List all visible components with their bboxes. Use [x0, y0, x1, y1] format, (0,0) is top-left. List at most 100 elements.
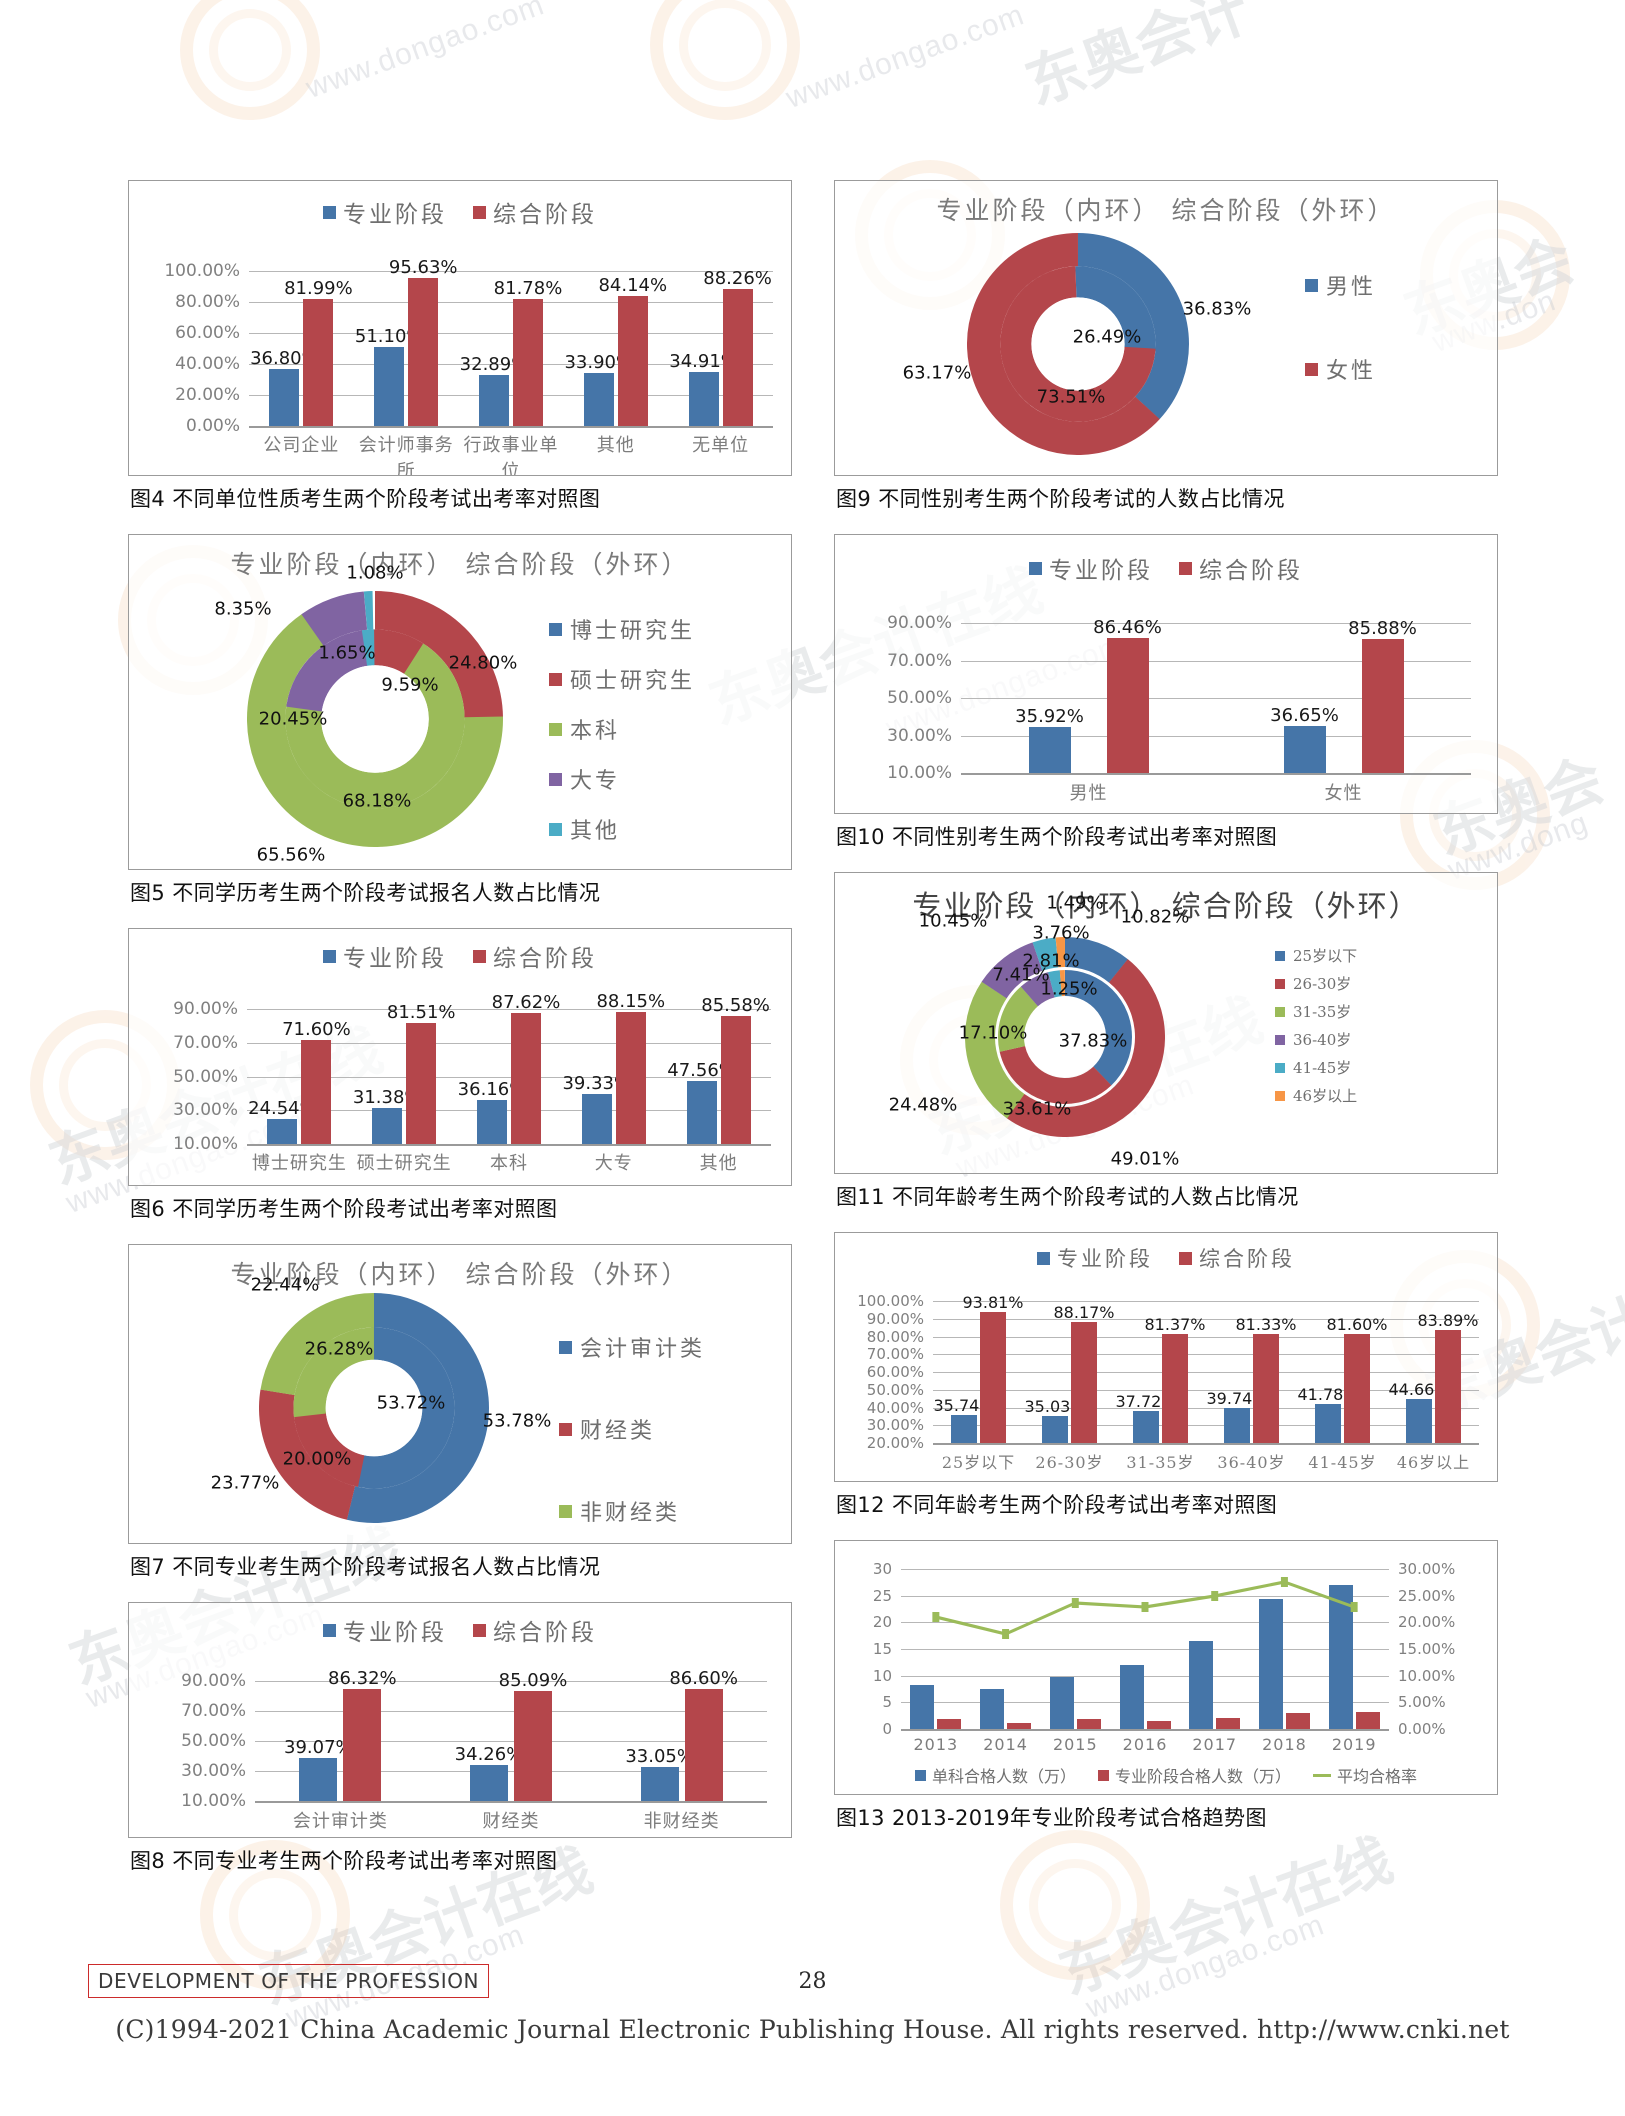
- donut-label: 36.83%: [1182, 298, 1252, 320]
- fig5-caption: 图5 不同学历考生两个阶段考试报名人数占比情况: [130, 881, 601, 905]
- donut-label: 23.77%: [210, 1472, 280, 1494]
- donut-label: 24.48%: [888, 1094, 958, 1116]
- donut-label: 26.28%: [304, 1338, 374, 1360]
- donut-label: 2.81%: [1022, 950, 1080, 972]
- fig5-legend: 博士研究生 硕士研究生 本科 大专 其他: [549, 613, 695, 845]
- fig9-chart: 专业阶段（内环） 综合阶段（外环） 36.83%: [834, 180, 1498, 476]
- fig4-caption: 图4 不同单位性质考生两个阶段考试出考率对照图: [130, 487, 601, 511]
- donut-label: 49.01%: [1110, 1148, 1180, 1170]
- donut-label: 73.51%: [1036, 386, 1106, 408]
- fig12-chart: 专业阶段 综合阶段 100.00% 90.00% 80.00% 70.00% 6…: [834, 1232, 1498, 1482]
- fig11-caption: 图11 不同年龄考生两个阶段考试的人数占比情况: [836, 1185, 1299, 1209]
- donut-label: 9.59%: [381, 674, 439, 696]
- fig8-chart: 专业阶段 综合阶段 90.00% 70.00% 50.00% 30.00% 10…: [128, 1602, 792, 1838]
- fig10-caption: 图10 不同性别考生两个阶段考试出考率对照图: [836, 825, 1278, 849]
- fig7-title: 专业阶段（内环） 综合阶段（外环）: [230, 1260, 690, 1289]
- fig9-donut-svg: [967, 233, 1189, 455]
- fig10-legend: 专业阶段 综合阶段: [835, 551, 1497, 585]
- legend-label: 专业阶段: [343, 202, 447, 228]
- donut-label: 8.35%: [214, 598, 272, 620]
- figure-fig10: 专业阶段 综合阶段 90.00% 70.00% 50.00% 30.00% 10…: [834, 534, 1498, 868]
- donut-label: 63.17%: [902, 362, 972, 384]
- donut-label: 7.41%: [992, 964, 1050, 986]
- fig11-legend: 25岁以下 26-30岁 31-35岁 36-40岁 41-45岁 46岁以上: [1275, 945, 1357, 1106]
- fig5-donut: 1.08% 24.80% 65.56% 8.35% 1.65% 9.59% 68…: [214, 563, 517, 866]
- page-number: 28: [798, 1969, 827, 1994]
- fig4-chart: 专业阶段 综合阶段 100.00% 80.00% 60.00% 40.00% 2…: [128, 180, 792, 476]
- right-column: 专业阶段（内环） 综合阶段（外环） 36.83%: [834, 180, 1498, 1896]
- section-label: DEVELOPMENT OF THE PROFESSION: [88, 1964, 490, 1998]
- fig5-chart: 专业阶段（内环） 综合阶段（外环）: [128, 534, 792, 870]
- fig4-xlabels: 公司企业 会计师事务所 行政事业单位 其他 无单位: [263, 435, 750, 476]
- fig6-legend: 专业阶段 综合阶段: [129, 939, 791, 973]
- fig7-legend: 会计审计类 财经类 非财经类: [559, 1331, 705, 1527]
- donut-label: 24.80%: [448, 652, 518, 674]
- donut-label: 65.56%: [256, 844, 326, 866]
- fig4-legend: 专业阶段 综合阶段: [129, 195, 791, 229]
- fig12-xlabels: 25岁以下 26-30岁 31-35岁 36-40岁 41-45岁 46岁以上: [941, 1453, 1471, 1472]
- fig12-legend: 专业阶段 综合阶段: [835, 1243, 1497, 1273]
- fig8-legend: 专业阶段 综合阶段: [129, 1613, 791, 1647]
- fig6-plot: 90.00% 70.00% 50.00% 30.00% 10.00% 24.54…: [173, 991, 771, 1154]
- fig12-plot: 100.00% 90.00% 80.00% 70.00% 60.00% 50.0…: [857, 1292, 1479, 1452]
- fig13-trend-line: [932, 1577, 1358, 1639]
- donut-label: 53.78%: [482, 1410, 552, 1432]
- figure-fig11: 专业阶段（内环） 综合阶段（外环）: [834, 872, 1498, 1228]
- left-column: 专业阶段 综合阶段 100.00% 80.00% 60.00% 40.00% 2…: [128, 180, 792, 1896]
- fig4-plot: 100.00% 80.00% 60.00% 40.00% 20.00% 0.00…: [164, 256, 773, 436]
- fig10-chart: 专业阶段 综合阶段 90.00% 70.00% 50.00% 30.00% 10…: [834, 534, 1498, 814]
- donut-label: 33.61%: [1002, 1098, 1072, 1120]
- fig7-donut: 53.78% 23.77% 22.44% 53.72% 20.00% 26.28…: [211, 1275, 551, 1523]
- fig9-legend: 男性 女性: [1305, 269, 1376, 385]
- figure-fig13: 30 30.00% 25 25.00% 20 20.00% 15 15.00%: [834, 1540, 1498, 1849]
- fig9-caption: 图9 不同性别考生两个阶段考试的人数占比情况: [836, 487, 1285, 511]
- donut-label: 26.49%: [1072, 326, 1142, 348]
- donut-label: 53.72%: [376, 1392, 446, 1414]
- fig7-caption: 图7 不同专业考生两个阶段考试报名人数占比情况: [130, 1555, 601, 1579]
- fig11-chart: 专业阶段（内环） 综合阶段（外环）: [834, 872, 1498, 1174]
- fig5-donut-svg: [247, 591, 503, 847]
- fig13-legend: 单科合格人数（万） 专业阶段合格人数（万） 平均合格率: [855, 1763, 1477, 1787]
- donut-label: 10.82%: [1120, 906, 1190, 928]
- copyright-line: (C)1994-2021 China Academic Journal Elec…: [115, 2015, 1510, 2044]
- donut-label: 20.45%: [258, 708, 328, 730]
- donut-label: 20.00%: [282, 1448, 352, 1470]
- fig11-title: 专业阶段（内环） 综合阶段（外环）: [912, 889, 1420, 923]
- donut-label: 17.10%: [958, 1022, 1028, 1044]
- donut-label: 1.49%: [1046, 892, 1104, 914]
- donut-label: 37.83%: [1058, 1030, 1128, 1052]
- figure-fig6: 专业阶段 综合阶段 90.00% 70.00% 50.00% 30.00% 10…: [128, 928, 792, 1240]
- fig12-caption: 图12 不同年龄考生两个阶段考试出考率对照图: [836, 1493, 1278, 1517]
- fig6-xlabels: 博士研究生 硕士研究生 本科 大专 其他: [251, 1153, 738, 1174]
- fig10-xlabels: 男性 女性: [1069, 783, 1363, 804]
- figure-fig8: 专业阶段 综合阶段 90.00% 70.00% 50.00% 30.00% 10…: [128, 1602, 792, 1892]
- fig8-plot: 90.00% 70.00% 50.00% 30.00% 10.00% 39.07…: [181, 1668, 767, 1811]
- fig13-chart: 30 30.00% 25 25.00% 20 20.00% 15 15.00%: [834, 1540, 1498, 1795]
- fig13-xlabels: 2013 2014 2015 2016 2017 2018 2019: [913, 1735, 1377, 1754]
- fig7-donut-svg: [259, 1293, 489, 1523]
- donut-label: 1.65%: [318, 642, 376, 664]
- fig7-chart: 专业阶段（内环） 综合阶段（外环）: [128, 1244, 792, 1544]
- donut-label: 3.76%: [1032, 922, 1090, 944]
- figure-fig7: 专业阶段（内环） 综合阶段（外环）: [128, 1244, 792, 1598]
- fig13-caption: 图13 2013-2019年专业阶段考试合格趋势图: [836, 1806, 1267, 1830]
- fig5-title: 专业阶段（内环） 综合阶段（外环）: [230, 550, 690, 579]
- fig8-xlabels: 会计审计类 财经类 非财经类: [292, 1811, 720, 1832]
- legend-label: 综合阶段: [493, 202, 597, 228]
- fig6-chart: 专业阶段 综合阶段 90.00% 70.00% 50.00% 30.00% 10…: [128, 928, 792, 1186]
- fig13-plot: 30 30.00% 25 25.00% 20 20.00% 15 15.00%: [872, 1560, 1456, 1738]
- donut-label: 22.44%: [250, 1274, 320, 1296]
- fig6-caption: 图6 不同学历考生两个阶段考试出考率对照图: [130, 1197, 558, 1221]
- fig9-title: 专业阶段（内环） 综合阶段（外环）: [936, 196, 1396, 225]
- fig11-donut: 10.82% 49.01% 24.48% 10.45% 3.76% 1.49% …: [889, 893, 1190, 1170]
- figure-fig12: 专业阶段 综合阶段 100.00% 90.00% 80.00% 70.00% 6…: [834, 1232, 1498, 1536]
- donut-label: 68.18%: [342, 790, 412, 812]
- fig9-donut: 36.83% 63.17% 26.49% 73.51%: [903, 233, 1251, 455]
- fig8-caption: 图8 不同专业考生两个阶段考试出考率对照图: [130, 1849, 558, 1873]
- donut-label: 10.45%: [918, 910, 988, 932]
- fig11-donut-svg: [965, 937, 1165, 1137]
- figure-fig5: 专业阶段（内环） 综合阶段（外环）: [128, 534, 792, 924]
- figure-fig9: 专业阶段（内环） 综合阶段（外环） 36.83%: [834, 180, 1498, 530]
- donut-label: 1.25%: [1040, 978, 1098, 1000]
